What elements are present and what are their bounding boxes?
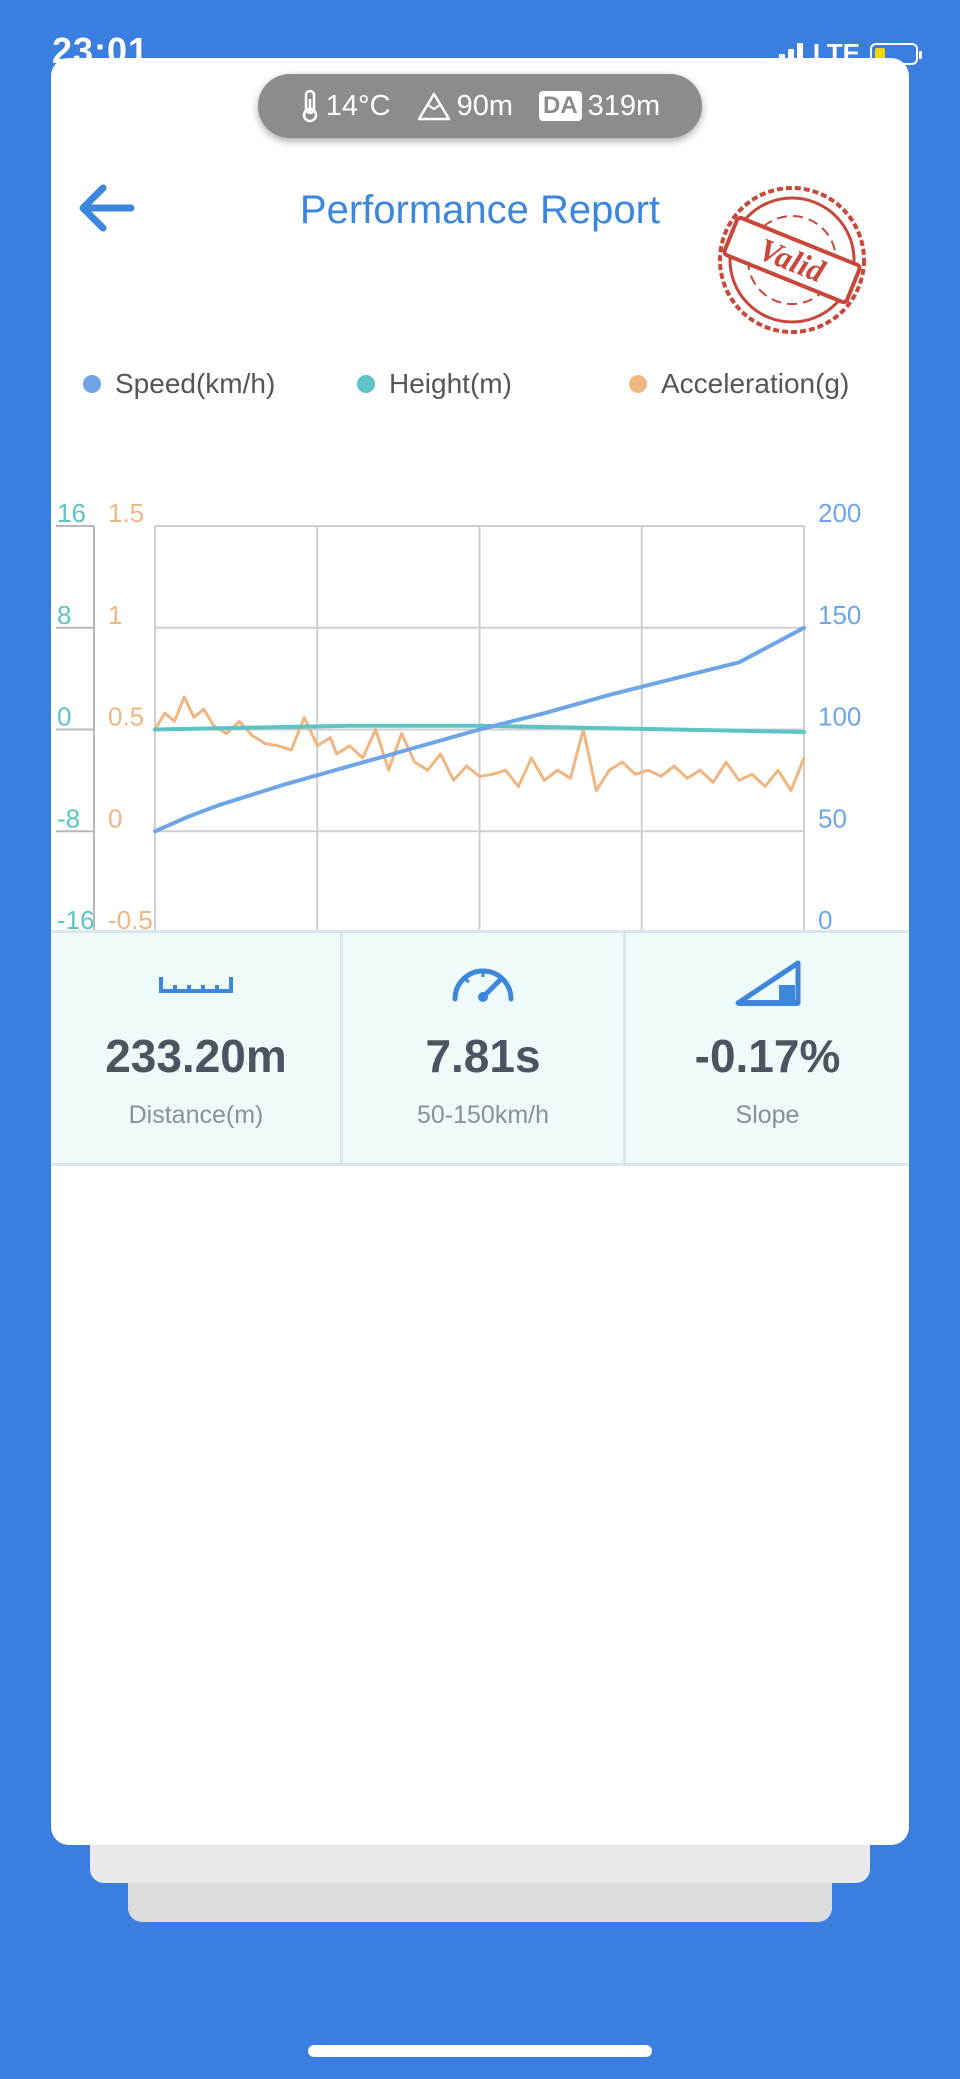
- distance-label: Distance(m): [128, 1101, 264, 1129]
- mountain-icon: [417, 92, 450, 121]
- acceleration-tick-label: 0.5: [108, 702, 144, 732]
- legend-item-speed[interactable]: Speed(km/h): [83, 368, 275, 400]
- height-dot-icon: [357, 375, 375, 393]
- legend-item-acceleration[interactable]: Acceleration(g): [629, 368, 849, 400]
- back-arrow-icon[interactable]: [73, 178, 143, 238]
- temperature-value: 14°C: [325, 89, 391, 122]
- speed-dot-icon: [83, 375, 101, 393]
- acceleration-tick-label: 0: [108, 803, 122, 833]
- thermometer-icon: [302, 89, 318, 123]
- stat-slope: -0.17% Slope: [626, 933, 909, 1163]
- height-tick-label: 0: [57, 702, 71, 732]
- stat-time: 7.81s 50-150km/h: [343, 933, 623, 1163]
- home-indicator[interactable]: [308, 2045, 652, 2057]
- slope-value: -0.17%: [694, 1030, 841, 1082]
- speed-series-line: [153, 625, 806, 834]
- acceleration-dot-icon: [629, 375, 647, 393]
- speed-tick-label: 50: [818, 803, 847, 833]
- legend-item-height[interactable]: Height(m): [357, 368, 512, 400]
- height-series-line: [153, 723, 806, 734]
- report-card: 14°C 90m DA 319m Performance Report Vali…: [51, 58, 909, 1845]
- acceleration-series-line: [153, 695, 806, 793]
- density-altitude-group: DA 319m: [539, 90, 660, 123]
- stats-divider: [623, 933, 626, 1163]
- series-layer: [153, 625, 806, 834]
- legend-label-acceleration: Acceleration(g): [661, 368, 850, 399]
- speedometer-icon: [452, 968, 514, 1002]
- speed-tick-label: 100: [818, 702, 861, 732]
- height-tick-label: 8: [57, 600, 71, 630]
- speed-tick-label: 150: [818, 600, 861, 630]
- chart-legend: Speed(km/h) Height(m) Acceleration(g): [51, 368, 909, 418]
- acceleration-tick-label: 1.5: [108, 498, 144, 528]
- stat-distance: 233.20m Distance(m): [51, 933, 341, 1163]
- legend-label-height: Height(m): [389, 368, 512, 399]
- ruler-icon: [159, 977, 233, 993]
- speed-tick-label: 0: [818, 905, 832, 935]
- distance-value: 233.20m: [105, 1030, 287, 1082]
- stats-divider: [340, 933, 343, 1163]
- acceleration-tick-label: 1: [108, 600, 122, 630]
- speed-range-label: 50-150km/h: [416, 1101, 550, 1129]
- altitude-value: 90m: [456, 89, 513, 122]
- speed-tick-label: 200: [818, 498, 861, 528]
- page-title: Performance Report: [299, 188, 661, 232]
- altitude-group: 90m: [417, 90, 513, 123]
- conditions-pill: 14°C 90m DA 319m: [258, 74, 702, 138]
- slope-icon: [735, 960, 801, 1006]
- time-value: 7.81s: [425, 1030, 541, 1082]
- slope-label: Slope: [735, 1101, 800, 1129]
- density-altitude-value: 319m: [587, 89, 661, 122]
- da-badge: DA: [539, 91, 582, 121]
- temperature-group: 14°C: [300, 89, 391, 123]
- height-tick-label: -8: [57, 803, 80, 833]
- valid-stamp: Valid: [718, 186, 866, 334]
- height-tick-label: 16: [57, 498, 86, 528]
- stats-panel: 233.20m Distance(m) 7.81s 50-150km/h -0.…: [51, 930, 909, 1166]
- legend-label-speed: Speed(km/h): [115, 368, 276, 399]
- chart-axes: [56, 525, 95, 934]
